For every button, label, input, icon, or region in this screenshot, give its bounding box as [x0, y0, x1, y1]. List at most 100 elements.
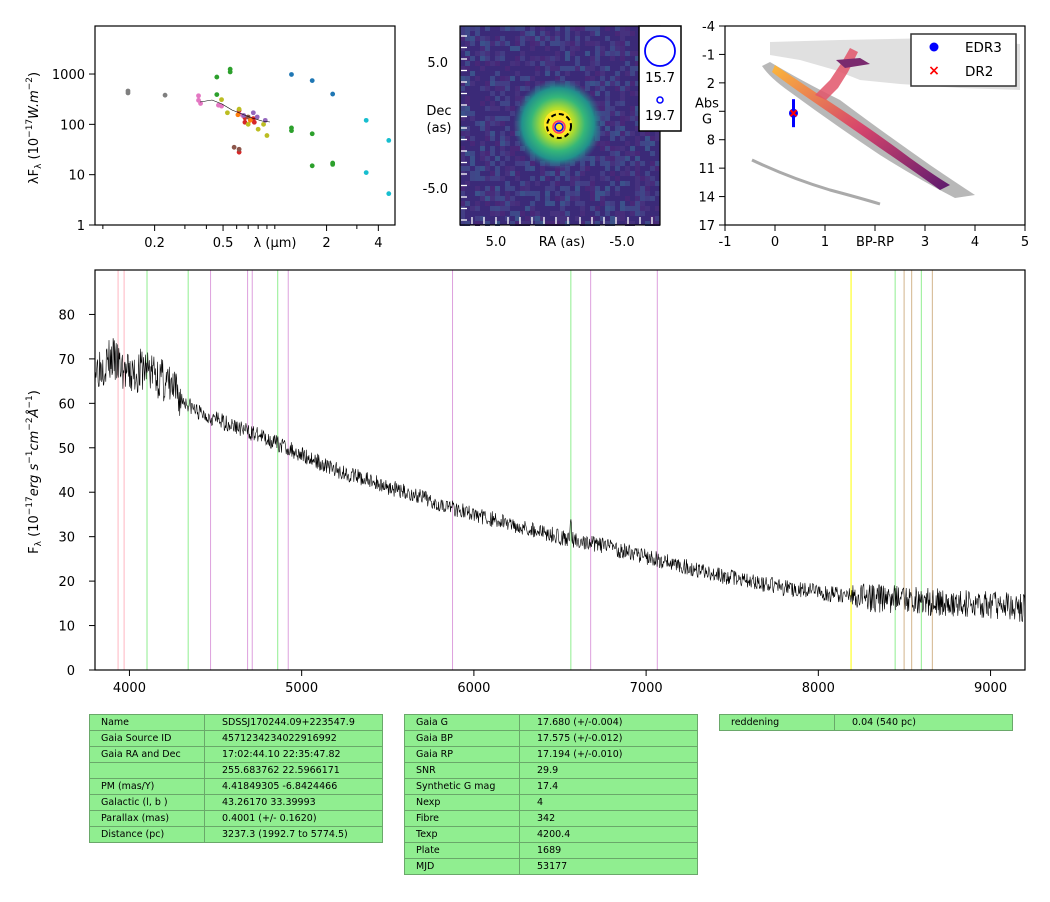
image-pixel [515, 101, 520, 106]
image-pixel [555, 26, 560, 31]
image-pixel [560, 66, 565, 71]
image-pixel [560, 171, 565, 176]
image-pixel [570, 181, 575, 186]
image-pixel [605, 141, 610, 146]
image-pixel [605, 176, 610, 181]
image-pixel [490, 131, 495, 136]
image-pixel [520, 191, 525, 196]
image-ticks [461, 35, 653, 224]
image-pixel [465, 221, 470, 226]
image-xtick-right: -5.0 [609, 235, 634, 250]
image-pixel [620, 26, 625, 31]
image-pixel [580, 166, 585, 171]
image-pixel [485, 166, 490, 171]
hrd-density [751, 38, 1020, 206]
image-pixel [635, 81, 640, 86]
image-pixel [650, 181, 655, 186]
image-pixel [600, 86, 605, 91]
image-pixel [560, 201, 565, 206]
table-row: Texp 4200.4 [404, 826, 698, 843]
image-pixel [500, 91, 505, 96]
legend-small-circle-icon [656, 96, 664, 104]
spectrum-ytick-label: 10 [58, 620, 75, 635]
spectrum-xtick-label: 8000 [802, 681, 835, 696]
hrd-legend: EDR3 × DR2 [910, 33, 1017, 87]
image-pixel [495, 171, 500, 176]
sed-point [309, 131, 315, 137]
image-pixel [640, 141, 645, 146]
image-pixel [565, 186, 570, 191]
image-pixel [525, 36, 530, 41]
hrd-ytick-label: -4 [702, 20, 715, 35]
image-pixel [585, 181, 590, 186]
hrd-xtick-label: 5 [1021, 235, 1029, 250]
image-pixel [515, 26, 520, 31]
table-row: Name SDSSJ170244.09+223547.9 [89, 714, 383, 731]
image-pixel [535, 81, 540, 86]
hrd-xtick-label: BP-RP [856, 235, 894, 250]
image-pixel [460, 131, 465, 136]
image-pixel [645, 176, 650, 181]
image-pixel [470, 81, 475, 86]
image-pixel [605, 121, 610, 126]
image-pixel [630, 116, 635, 121]
image-pixel [565, 201, 570, 206]
image-pixel [540, 171, 545, 176]
image-pixel [655, 221, 660, 226]
image-pixel [560, 211, 565, 216]
image-pixel [525, 186, 530, 191]
image-pixel [620, 146, 625, 151]
image-pixel [505, 191, 510, 196]
image-pixel [590, 181, 595, 186]
image-pixel [555, 56, 560, 61]
image-pixel [540, 41, 545, 46]
image-pixel [615, 156, 620, 161]
image-pixel [550, 211, 555, 216]
table-row: reddening 0.04 (540 pc) [719, 714, 1013, 731]
image-pixel [565, 66, 570, 71]
image-pixel [615, 191, 620, 196]
image-pixel [480, 51, 485, 56]
image-pixel [570, 196, 575, 201]
image-pixel [545, 171, 550, 176]
image-pixel [600, 171, 605, 176]
reddening-table: reddening 0.04 (540 pc) [719, 714, 1013, 731]
image-pixel [520, 156, 525, 161]
image-pixel [565, 71, 570, 76]
sed-point [250, 110, 256, 116]
image-pixel [565, 36, 570, 41]
image-pixel [485, 186, 490, 191]
image-pixel [460, 166, 465, 171]
image-pixel [475, 31, 480, 36]
image-pixel [595, 31, 600, 36]
image-pixel [590, 61, 595, 66]
image-pixel [550, 186, 555, 191]
image-pixel [545, 201, 550, 206]
image-pixel [515, 156, 520, 161]
image-pixel [605, 51, 610, 56]
table-row: Nexp 4 [404, 794, 698, 811]
image-pixel [655, 166, 660, 171]
image-pixel [575, 56, 580, 61]
image-pixel [460, 111, 465, 116]
image-pixel [635, 156, 640, 161]
image-pixel [500, 176, 505, 181]
image-pixel [630, 91, 635, 96]
image-pixel [635, 171, 640, 176]
image-pixel [495, 96, 500, 101]
image-pixel [600, 46, 605, 51]
image-pixel [635, 61, 640, 66]
image-pixel [540, 166, 545, 171]
image-pixel [500, 116, 505, 121]
image-pixel [605, 126, 610, 131]
image-pixel [640, 206, 645, 211]
image-pixel [495, 71, 500, 76]
image-pixel [500, 76, 505, 81]
table-value-cell: 0.04 (540 pc) [834, 714, 1013, 731]
image-pixel [490, 151, 495, 156]
image-pixel [505, 171, 510, 176]
hrd-xtick-label: 1 [821, 235, 829, 250]
image-pixel [585, 156, 590, 161]
image-pixel [500, 151, 505, 156]
image-pixel [600, 131, 605, 136]
